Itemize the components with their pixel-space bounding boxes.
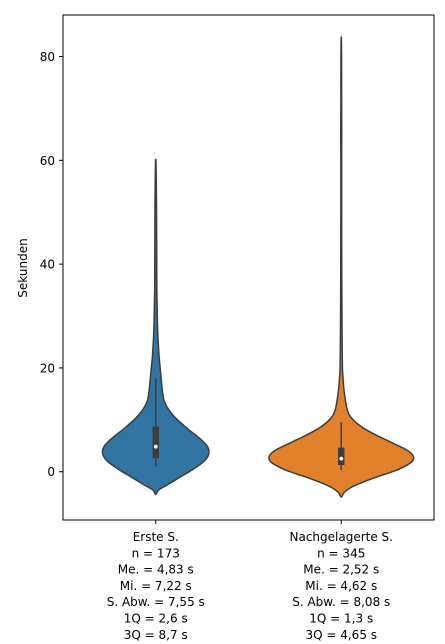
y-axis-label: Sekunden (16, 238, 30, 297)
violin-body-1 (268, 36, 415, 498)
box-group (152, 378, 345, 471)
y-tick-label-4: 80 (40, 50, 55, 64)
violin-group (101, 36, 415, 498)
y-tick-label-1: 20 (40, 361, 55, 375)
x-stats-line-1-1: n = 345 (317, 546, 365, 560)
x-stats-line-1-6: 3Q = 4,65 s (305, 628, 377, 642)
x-stats-line-0-6: 3Q = 8,7 s (124, 628, 188, 642)
y-tick-label-0: 0 (47, 465, 55, 479)
x-stats-line-1-3: Mi. = 4,62 s (305, 579, 377, 593)
x-stats-line-1-4: S. Abw. = 8,08 s (292, 595, 390, 609)
violin-body-0 (101, 158, 210, 496)
x-tick-label-0: Erste S. (133, 530, 179, 544)
iqr-box-1 (338, 447, 345, 465)
x-stats-line-0-5: 1Q = 2,6 s (124, 612, 188, 626)
x-stats-line-0-2: Me. = 4,83 s (118, 563, 194, 577)
x-tick-label-1: Nachgelagerte S. (290, 530, 394, 544)
median-dot-0 (153, 444, 158, 449)
iqr-box-0 (152, 426, 159, 459)
x-stats-line-1-2: Me. = 2,52 s (303, 563, 379, 577)
x-stats-line-0-1: n = 173 (132, 546, 180, 560)
median-dot-1 (339, 456, 344, 461)
y-tick-label-2: 40 (40, 258, 55, 272)
x-stats-line-1-5: 1Q = 1,3 s (309, 612, 373, 626)
y-axis: 0 20 40 60 80 (40, 50, 63, 479)
y-tick-label-3: 60 (40, 154, 55, 168)
x-stats-line-0-3: Mi. = 7,22 s (120, 579, 192, 593)
plot-frame (62, 14, 435, 521)
x-axis: Erste S. n = 173 Me. = 4,83 s Mi. = 7,22 s S… (107, 520, 393, 642)
x-stats-line-0-4: S. Abw. = 7,55 s (107, 595, 205, 609)
